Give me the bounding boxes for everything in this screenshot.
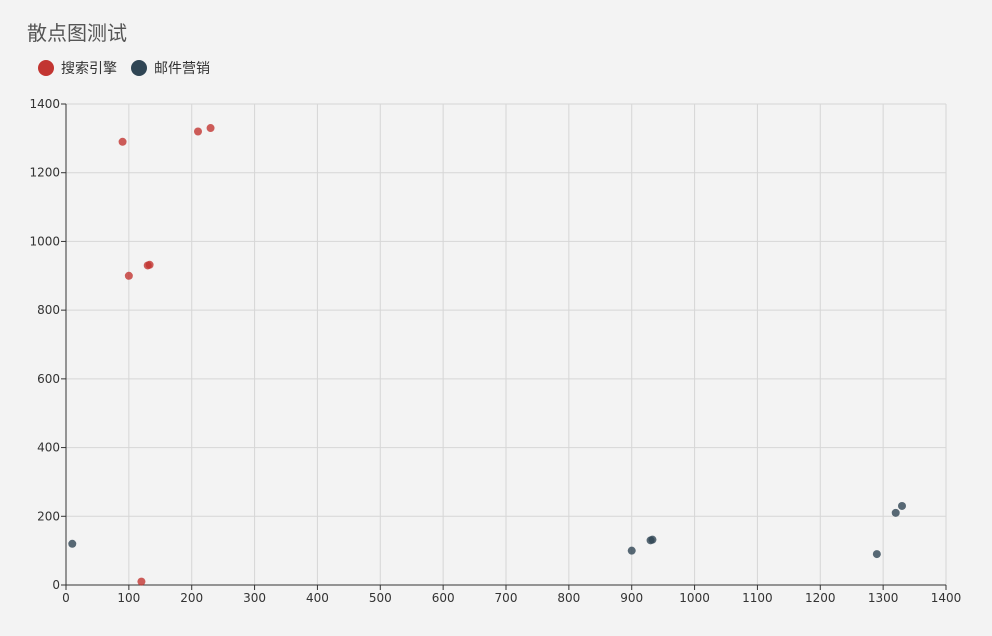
legend-item-email-marketing[interactable]: 邮件营销 xyxy=(131,58,210,78)
x-tick-label: 200 xyxy=(180,591,203,605)
y-tick-label: 400 xyxy=(37,441,60,455)
x-tick-label: 600 xyxy=(432,591,455,605)
x-tick-label: 1400 xyxy=(931,591,962,605)
y-tick-label: 800 xyxy=(37,303,60,317)
legend: 搜索引擎 邮件营销 xyxy=(38,58,210,78)
series-1 xyxy=(68,501,906,559)
scatter-point[interactable] xyxy=(891,508,900,517)
legend-marker-email-marketing xyxy=(131,60,147,76)
x-tick-label: 100 xyxy=(117,591,140,605)
scatter-point[interactable] xyxy=(68,539,77,548)
grid-lines xyxy=(66,103,947,585)
x-tick-label: 1200 xyxy=(805,591,836,605)
x-tick-label: 700 xyxy=(495,591,518,605)
y-tick-label: 1200 xyxy=(29,166,60,180)
axes: 0 100 200 300 400 500 600 700 800 900 1000 1100 1200… xyxy=(29,97,961,605)
scatter-point[interactable] xyxy=(206,124,215,133)
x-tick-label: 0 xyxy=(62,591,70,605)
y-tick-label: 200 xyxy=(37,509,60,523)
scatter-point[interactable] xyxy=(627,546,636,555)
x-tick-label: 1100 xyxy=(742,591,773,605)
series-0 xyxy=(118,124,215,586)
chart-title: 散点图测试 xyxy=(27,21,127,45)
legend-marker-search-engine xyxy=(38,60,54,76)
data-points xyxy=(68,124,906,586)
y-tick-label: 0 xyxy=(52,578,60,592)
scatter-point[interactable] xyxy=(648,535,657,544)
legend-item-search-engine[interactable]: 搜索引擎 xyxy=(38,58,117,78)
x-tick-label: 900 xyxy=(620,591,643,605)
y-tick-label: 1400 xyxy=(29,97,60,111)
x-tick-label: 1000 xyxy=(679,591,710,605)
x-tick-label: 500 xyxy=(369,591,392,605)
x-tick-label: 300 xyxy=(243,591,266,605)
scatter-point[interactable] xyxy=(145,260,154,269)
x-tick-label: 800 xyxy=(557,591,580,605)
scatter-point[interactable] xyxy=(194,127,202,136)
scatter-point[interactable] xyxy=(137,577,146,586)
scatter-point[interactable] xyxy=(124,271,133,280)
x-tick-label: 1300 xyxy=(868,591,899,605)
scatter-point[interactable] xyxy=(898,501,906,510)
scatter-point[interactable] xyxy=(118,137,127,146)
x-tick-label: 400 xyxy=(306,591,329,605)
y-tick-label: 1000 xyxy=(29,234,60,248)
legend-label-email-marketing: 邮件营销 xyxy=(154,61,210,77)
y-tick-label: 600 xyxy=(37,372,60,386)
scatter-point[interactable] xyxy=(872,550,881,559)
legend-label-search-engine: 搜索引擎 xyxy=(61,61,117,77)
